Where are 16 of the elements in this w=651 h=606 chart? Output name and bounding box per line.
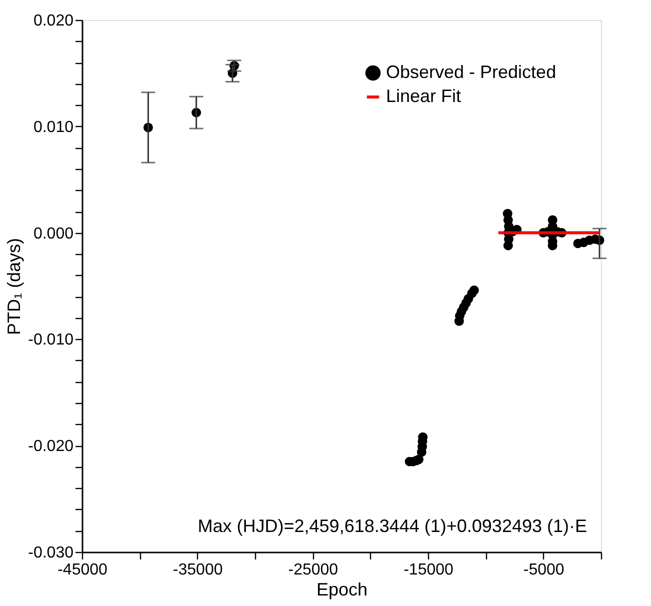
legend-label: Observed - Predicted: [386, 62, 556, 82]
x-tick-label: -15000: [404, 562, 454, 578]
x-tick-label: -5000: [523, 562, 564, 578]
y-tick-label: -0.010: [28, 332, 74, 349]
x-axis-title: Epoch: [316, 580, 368, 600]
x-tick-label: -35000: [172, 562, 223, 578]
legend-label: Linear Fit: [386, 86, 462, 106]
y-tick-label: 0.000: [33, 225, 74, 242]
y-tick-label: -0.030: [28, 544, 74, 562]
y-tick-label: -0.020: [28, 438, 74, 456]
annotation: Max (HJD)=2,459,618.3444 (1)+0.0932493 (1)·E: [198, 516, 587, 536]
x-tick-label: -45000: [58, 562, 108, 578]
y-tick-label: 0.020: [33, 12, 74, 30]
y-axis-title: PTD₁ (days): [4, 238, 24, 336]
x-tick-label: -25000: [288, 562, 338, 578]
y-tick-label: 0.010: [33, 118, 74, 136]
